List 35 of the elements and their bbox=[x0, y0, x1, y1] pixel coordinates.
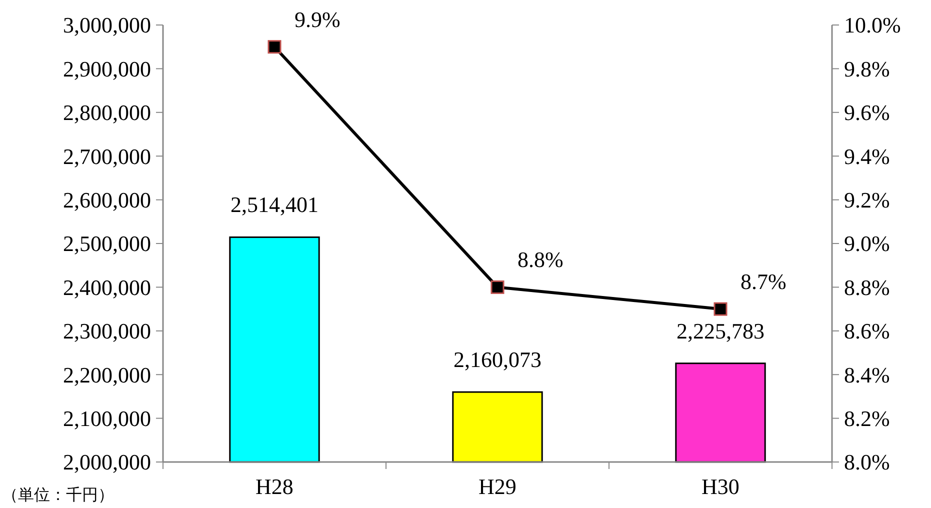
y2-tick-label: 8.6% bbox=[844, 318, 890, 344]
data-label: 8.7% bbox=[740, 269, 786, 294]
data-label: 9.9% bbox=[294, 6, 340, 32]
y2-tick-label: 9.6% bbox=[844, 100, 890, 126]
y2-tick-label: 8.0% bbox=[844, 450, 890, 475]
x-tick-label: H28 bbox=[256, 474, 294, 499]
point bbox=[714, 302, 728, 316]
y-tick-label: 2,300,000 bbox=[63, 318, 151, 344]
y-tick-label: 2,600,000 bbox=[63, 188, 151, 212]
y-tick-label: 2,800,000 bbox=[63, 100, 151, 126]
y2-tick-label: 9.2% bbox=[844, 188, 890, 212]
y2-tick-label: 9.4% bbox=[844, 144, 890, 169]
data-label: 2,514,401 bbox=[230, 192, 318, 218]
y-tick-label: 2,700,000 bbox=[63, 144, 151, 169]
y2-tick-label: 9.0% bbox=[844, 231, 890, 256]
point bbox=[490, 280, 504, 294]
y-tick-label: 2,000,000 bbox=[63, 450, 151, 475]
y2-tick-label: 8.2% bbox=[844, 406, 890, 431]
y2-tick-label: 10.0% bbox=[844, 12, 901, 38]
y-tick-label: 3,000,000 bbox=[63, 12, 151, 38]
y-tick-label: 2,200,000 bbox=[63, 362, 151, 388]
x-tick-label: H29 bbox=[478, 474, 516, 499]
data-label: 2,225,783 bbox=[676, 318, 764, 344]
y-tick-label: 2,100,000 bbox=[63, 406, 151, 431]
y2-tick-label: 8.4% bbox=[844, 362, 890, 388]
x-tick-label: H30 bbox=[702, 474, 740, 499]
data-label: 2,160,073 bbox=[454, 347, 542, 372]
data-label: 8.8% bbox=[518, 247, 564, 272]
y2-tick-label: 9.8% bbox=[844, 56, 890, 82]
y-tick-label: 2,500,000 bbox=[63, 231, 151, 256]
y-tick-label: 2,400,000 bbox=[63, 274, 151, 300]
point bbox=[268, 40, 282, 54]
y2-tick-label: 8.8% bbox=[844, 274, 890, 300]
y-tick-label: 2,900,000 bbox=[63, 56, 151, 82]
text: （単位：千円） bbox=[2, 485, 114, 504]
